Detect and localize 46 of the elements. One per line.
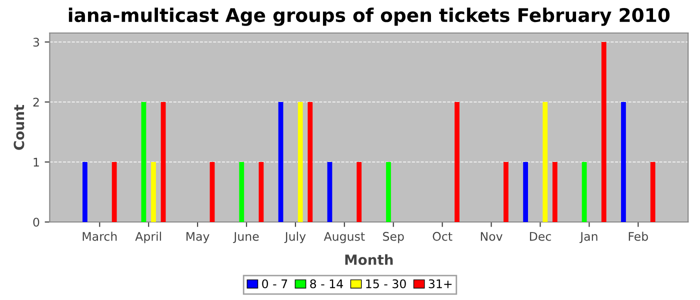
- x-tick-label: Oct: [432, 232, 452, 241]
- x-axis-title: Month: [345, 254, 393, 266]
- x-tick-label: June: [233, 232, 259, 244]
- bar: [650, 162, 656, 222]
- bar: [151, 162, 156, 222]
- legend-label: 31+: [428, 279, 452, 288]
- x-tick-label: July: [284, 232, 306, 244]
- bar: [356, 162, 362, 222]
- bar: [542, 102, 548, 222]
- bar: [210, 162, 215, 222]
- x-tick-label: Jan: [579, 232, 598, 244]
- chart-title: iana-multicast Age groups of open tickets February 2010: [68, 8, 670, 26]
- x-tick-label: Nov: [480, 232, 502, 241]
- legend-label: 0 - 7: [262, 279, 288, 288]
- x-tick-label: Dec: [530, 232, 551, 241]
- bar: [504, 162, 508, 222]
- x-tick-label: Sep: [383, 232, 404, 244]
- x-tick-label: March: [82, 232, 117, 241]
- bar: [278, 102, 284, 222]
- bar: [327, 162, 332, 222]
- x-tick-label: May: [186, 232, 210, 244]
- y-tick-label: 0: [33, 218, 40, 227]
- y-tick-label: 3: [33, 38, 40, 47]
- x-tick-label: August: [324, 232, 365, 244]
- bar: [298, 102, 303, 222]
- bar: [523, 162, 528, 222]
- bar: [141, 102, 146, 222]
- y-axis-title: Count: [14, 104, 24, 150]
- bar: [239, 162, 244, 222]
- bar: [308, 102, 313, 222]
- bar: [601, 42, 606, 222]
- bar: [621, 102, 626, 222]
- y-tick-label: 1: [34, 158, 39, 166]
- bar: [386, 162, 391, 222]
- bar: [454, 102, 460, 222]
- y-tick-label: 2: [33, 98, 39, 106]
- legend-label: 8 - 14: [310, 279, 343, 288]
- bar: [552, 162, 558, 222]
- legend-label: 15 - 30: [366, 279, 406, 288]
- bar: [258, 162, 264, 222]
- bar: [112, 162, 117, 222]
- bar: [160, 102, 166, 222]
- bar: [582, 162, 587, 222]
- x-tick-label: April: [135, 232, 161, 244]
- bar: [82, 162, 88, 222]
- x-tick-label: Feb: [628, 232, 648, 241]
